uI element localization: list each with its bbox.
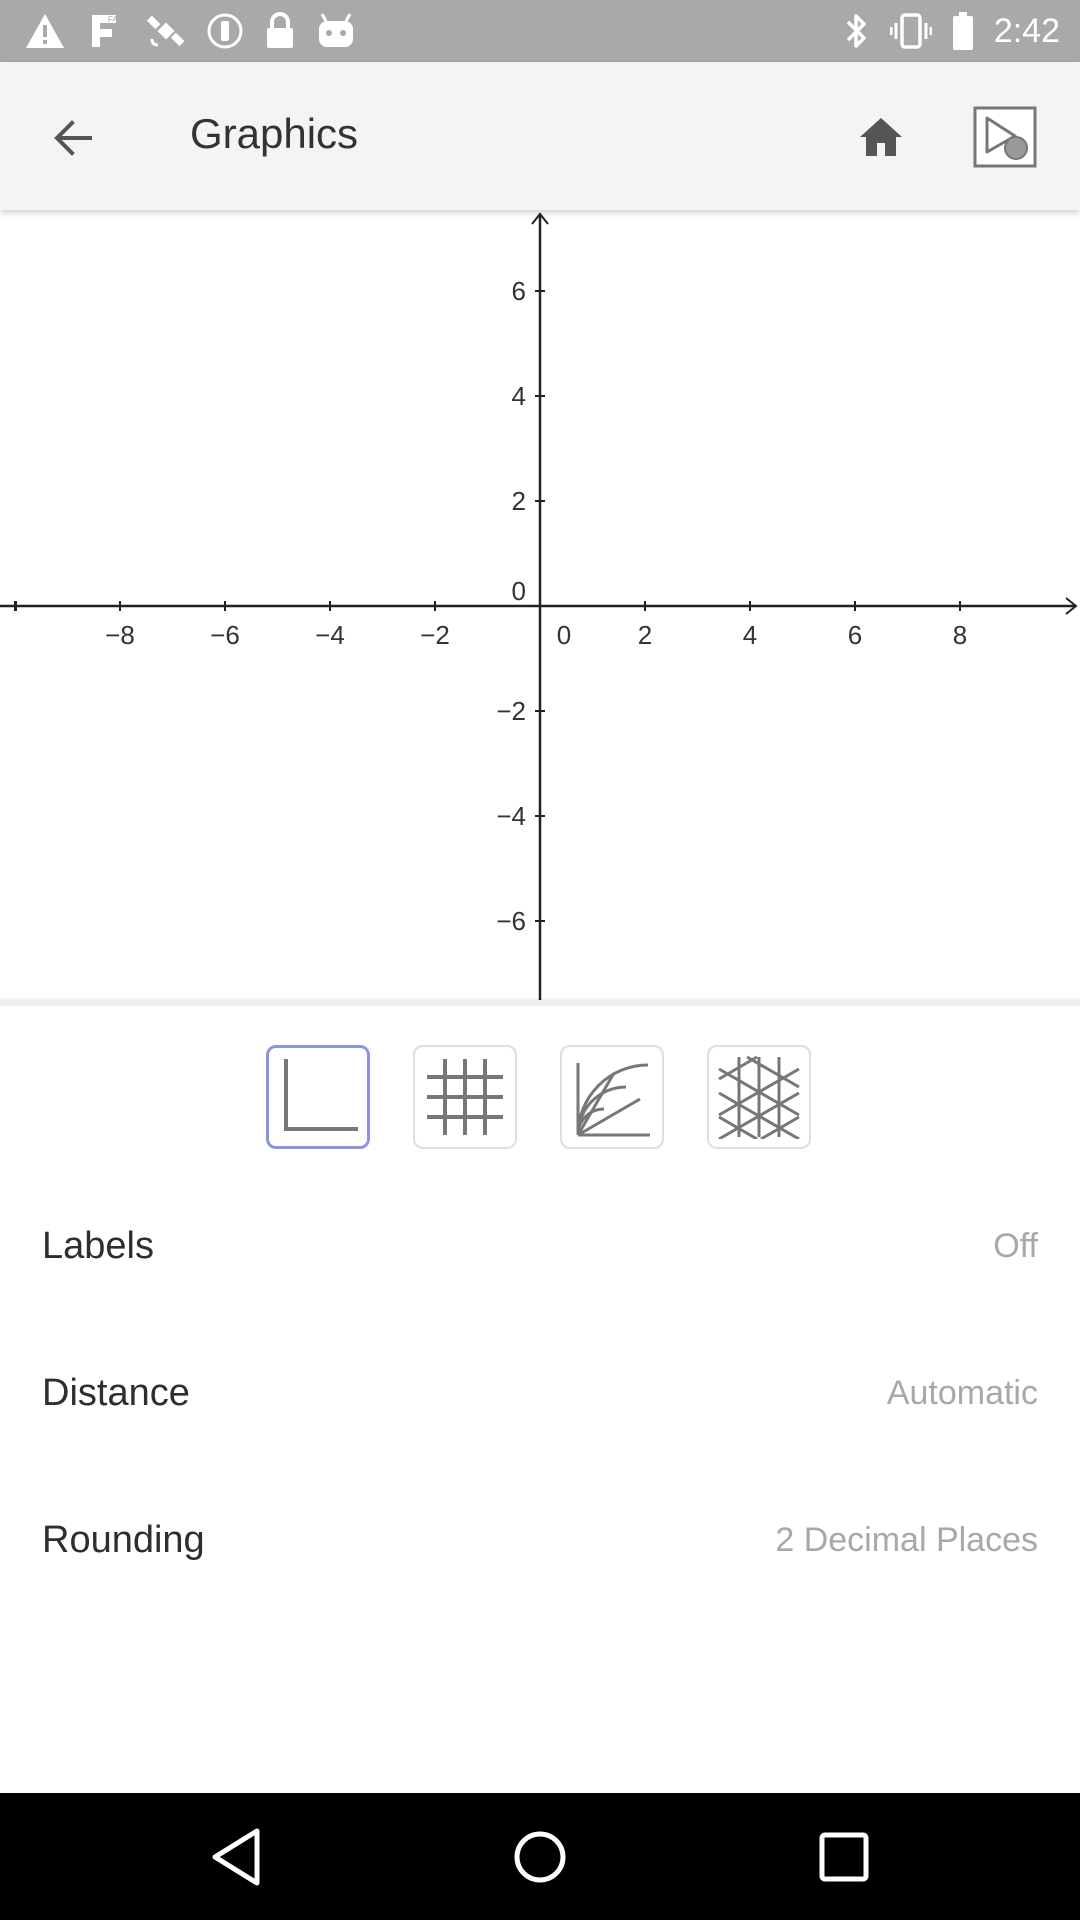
grid-type-cartesian-button[interactable]	[413, 1045, 517, 1149]
y-tick-label: 4	[512, 381, 526, 411]
y-tick-label: −2	[496, 696, 526, 726]
x-tick-label: −2	[420, 620, 450, 650]
nav-recents-icon[interactable]	[808, 1821, 880, 1893]
toolbar: Graphics	[0, 62, 1080, 210]
distance-setting-row[interactable]: Distance Automatic	[0, 1343, 1080, 1443]
graphics-view-icon[interactable]	[972, 104, 1038, 170]
warning-icon	[24, 12, 66, 50]
graph-divider	[0, 1000, 1080, 1006]
navigation-bar	[0, 1793, 1080, 1920]
graphics-canvas[interactable]: −8 −6 −4 −2 0 2 4 6 8 6 4 2 0 −2 −4 −6	[0, 210, 1080, 1002]
distance-setting-value: Automatic	[886, 1373, 1038, 1412]
dnd-icon	[206, 12, 244, 50]
grid-type-polar-button[interactable]	[560, 1045, 664, 1149]
axes: −8 −6 −4 −2 0 2 4 6 8 6 4 2 0 −2 −4 −6	[0, 212, 1078, 1002]
axes-only-icon	[284, 1059, 358, 1131]
nav-home-icon[interactable]	[504, 1821, 576, 1893]
x-axis-arrow	[1065, 597, 1078, 615]
x-tick-label: −4	[315, 620, 345, 650]
y-tick-label: 6	[512, 276, 526, 306]
y-tick-label: −4	[496, 801, 526, 831]
grid-type-axes-button[interactable]	[266, 1045, 370, 1149]
satellite-icon	[146, 11, 186, 51]
rounding-setting-label: Rounding	[42, 1518, 205, 1561]
distance-setting-label: Distance	[42, 1371, 190, 1414]
x-tick-label: 8	[953, 620, 967, 650]
x-tick-label: 4	[743, 620, 757, 650]
x-tick-label: 2	[638, 620, 652, 650]
grid-type-selector	[266, 1045, 811, 1149]
home-icon[interactable]	[850, 106, 912, 168]
bluetooth-icon	[844, 11, 870, 51]
fake-gps-icon: FAKE	[86, 11, 126, 51]
status-time: 2:42	[993, 11, 1060, 50]
isometric-grid-icon	[718, 1055, 800, 1139]
nav-back-icon[interactable]	[200, 1821, 272, 1893]
y-tick-label: 0	[512, 576, 526, 606]
y-tick-label: −6	[496, 906, 526, 936]
labels-setting-value: Off	[993, 1226, 1038, 1265]
labels-setting-label: Labels	[42, 1224, 154, 1267]
x-tick-label: −8	[105, 620, 135, 650]
rounding-setting-value: 2 Decimal Places	[775, 1520, 1038, 1559]
axis-ticks	[14, 290, 961, 922]
vibrate-icon	[889, 11, 932, 51]
axis-labels: −8 −6 −4 −2 0 2 4 6 8 6 4 2 0 −2 −4 −6	[105, 276, 967, 936]
cartesian-grid-icon	[427, 1059, 503, 1135]
svg-text:FAKE: FAKE	[108, 15, 126, 24]
grid-type-isometric-button[interactable]	[707, 1045, 811, 1149]
y-axis-arrow	[531, 212, 549, 225]
x-tick-label: 0	[557, 620, 571, 650]
polar-grid-icon	[576, 1063, 650, 1137]
back-arrow-icon[interactable]	[40, 106, 104, 170]
lock-icon	[264, 12, 296, 50]
page-title: Graphics	[190, 110, 359, 157]
x-tick-label: 6	[848, 620, 862, 650]
y-tick-label: 2	[512, 486, 526, 516]
battery-icon	[952, 11, 974, 51]
android-icon	[316, 13, 356, 49]
axis-lines	[0, 212, 1078, 1002]
x-tick-label: −6	[210, 620, 240, 650]
labels-setting-row[interactable]: Labels Off	[0, 1196, 1080, 1296]
rounding-setting-row[interactable]: Rounding 2 Decimal Places	[0, 1490, 1080, 1590]
status-bar: FAKE 2:42	[0, 0, 1080, 62]
